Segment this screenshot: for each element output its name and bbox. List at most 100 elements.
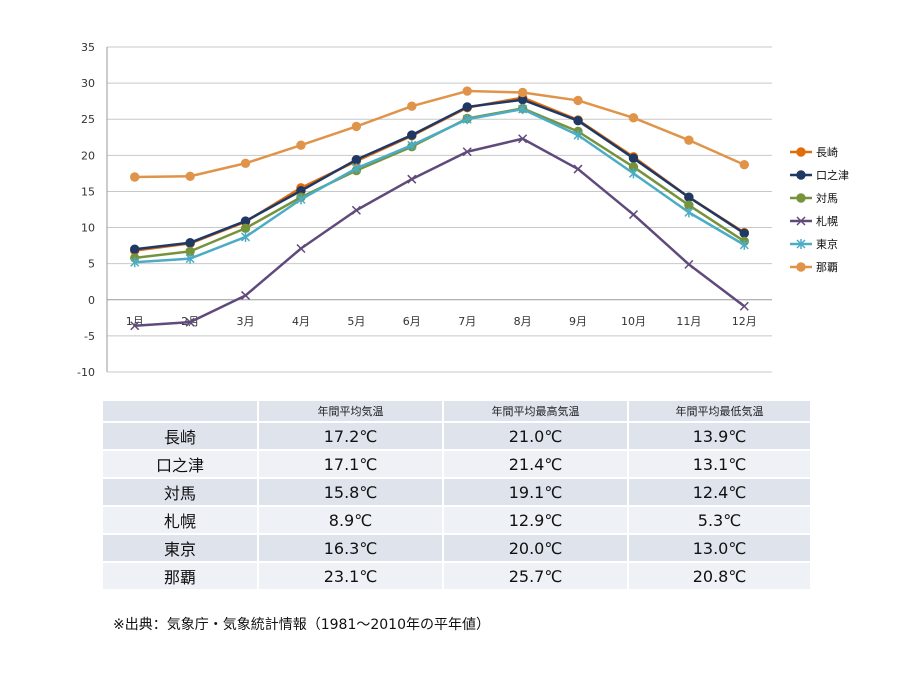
- data-point: [185, 171, 195, 181]
- data-point: [796, 262, 806, 272]
- data-point: [462, 102, 472, 112]
- y-tick-label: 0: [88, 294, 95, 307]
- row-min: 12.4℃: [628, 478, 812, 507]
- data-point: [573, 115, 583, 126]
- data-point: [185, 238, 195, 248]
- data-point: [407, 130, 417, 140]
- row-min: 13.0℃: [628, 534, 812, 563]
- row-city: 札幌: [103, 506, 259, 535]
- data-point: [573, 164, 583, 174]
- y-tick-label: -5: [84, 330, 95, 343]
- data-point: [240, 158, 251, 168]
- y-tick-label: 30: [81, 77, 95, 90]
- data-point: [130, 244, 140, 254]
- series-line: [134, 107, 745, 264]
- series-那覇: [130, 86, 749, 182]
- x-tick-label: 8月: [514, 315, 532, 328]
- data-point: [130, 257, 140, 268]
- data-point: [462, 114, 472, 125]
- legend-item: 長崎: [790, 145, 838, 159]
- row-max: 21.4℃: [443, 450, 629, 479]
- series-東京: [130, 104, 749, 268]
- header-annual-average: 年間平均気温: [258, 401, 444, 423]
- x-tick-label: 3月: [237, 315, 255, 328]
- data-point: [796, 193, 806, 203]
- y-tick-label: -10: [77, 366, 95, 379]
- data-point: [130, 321, 140, 331]
- data-point: [517, 87, 528, 98]
- data-point: [628, 210, 638, 220]
- row-avg: 16.3℃: [258, 534, 444, 563]
- x-tick-label: 10月: [621, 315, 646, 328]
- legend-label: 口之津: [816, 168, 849, 182]
- row-avg: 17.2℃: [258, 422, 444, 451]
- header-annual-average-max: 年間平均最高気温: [443, 401, 629, 423]
- data-point: [684, 207, 694, 218]
- series-口之津: [130, 95, 749, 254]
- data-point: [296, 243, 306, 254]
- data-point: [407, 174, 417, 184]
- series-line: [134, 98, 745, 251]
- row-max: 12.9℃: [443, 506, 629, 535]
- data-point: [796, 147, 806, 157]
- row-max: 19.1℃: [443, 478, 629, 507]
- data-point: [351, 154, 362, 165]
- series-札幌: [130, 134, 749, 331]
- data-point: [407, 140, 417, 151]
- x-tick-label: 4月: [292, 315, 310, 328]
- row-avg: 15.8℃: [258, 478, 444, 507]
- x-tick-label: 12月: [732, 315, 757, 328]
- table-row: 口之津 17.1℃ 21.4℃ 13.1℃: [103, 450, 812, 479]
- legend-label: 那覇: [816, 261, 838, 274]
- data-point: [130, 172, 140, 182]
- data-point: [351, 121, 362, 132]
- legend-item: 札幌: [790, 214, 838, 228]
- x-tick-label: 9月: [569, 315, 587, 328]
- table-row: 札幌 8.9℃ 12.9℃ 5.3℃: [103, 506, 812, 535]
- chart-gridlines: [106, 46, 772, 373]
- data-point: [296, 140, 306, 150]
- data-point: [241, 231, 251, 242]
- x-tick-label: 5月: [347, 315, 365, 328]
- table-row: 那覇 23.1℃ 25.7℃ 20.8℃: [103, 562, 812, 591]
- data-point: [518, 134, 528, 144]
- data-point: [573, 130, 583, 141]
- legend-label: 長崎: [816, 145, 838, 159]
- data-point: [185, 317, 195, 327]
- series-line: [134, 107, 745, 260]
- data-point: [684, 135, 694, 145]
- data-point: [296, 194, 306, 205]
- y-tick-label: 15: [81, 185, 95, 198]
- data-point: [351, 205, 361, 215]
- row-max: 20.0℃: [443, 534, 629, 563]
- data-point: [351, 163, 361, 174]
- header-annual-average-min: 年間平均最低気温: [628, 401, 812, 423]
- legend-label: 東京: [816, 237, 838, 251]
- data-point: [185, 253, 195, 264]
- data-point: [628, 153, 639, 163]
- row-avg: 23.1℃: [258, 562, 444, 591]
- legend-item: 東京: [790, 237, 838, 251]
- row-min: 13.9℃: [628, 422, 812, 451]
- y-tick-label: 10: [81, 222, 95, 235]
- row-avg: 17.1℃: [258, 450, 444, 479]
- row-city: 長崎: [103, 422, 259, 451]
- y-tick-label: 35: [81, 41, 95, 54]
- data-point: [518, 104, 528, 115]
- data-point: [684, 192, 694, 202]
- row-city: 口之津: [103, 450, 259, 479]
- data-point: [739, 228, 749, 239]
- data-point: [407, 101, 417, 111]
- x-tick-label: 6月: [403, 315, 421, 328]
- y-tick-label: 20: [81, 149, 95, 162]
- row-min: 5.3℃: [628, 506, 812, 535]
- table-row: 対馬 15.8℃ 19.1℃ 12.4℃: [103, 478, 812, 507]
- y-tick-label: 25: [81, 113, 95, 126]
- row-city: 対馬: [103, 478, 259, 507]
- data-point: [739, 239, 749, 250]
- row-min: 13.1℃: [628, 450, 812, 479]
- data-point: [739, 301, 749, 311]
- legend-item: 口之津: [790, 168, 849, 182]
